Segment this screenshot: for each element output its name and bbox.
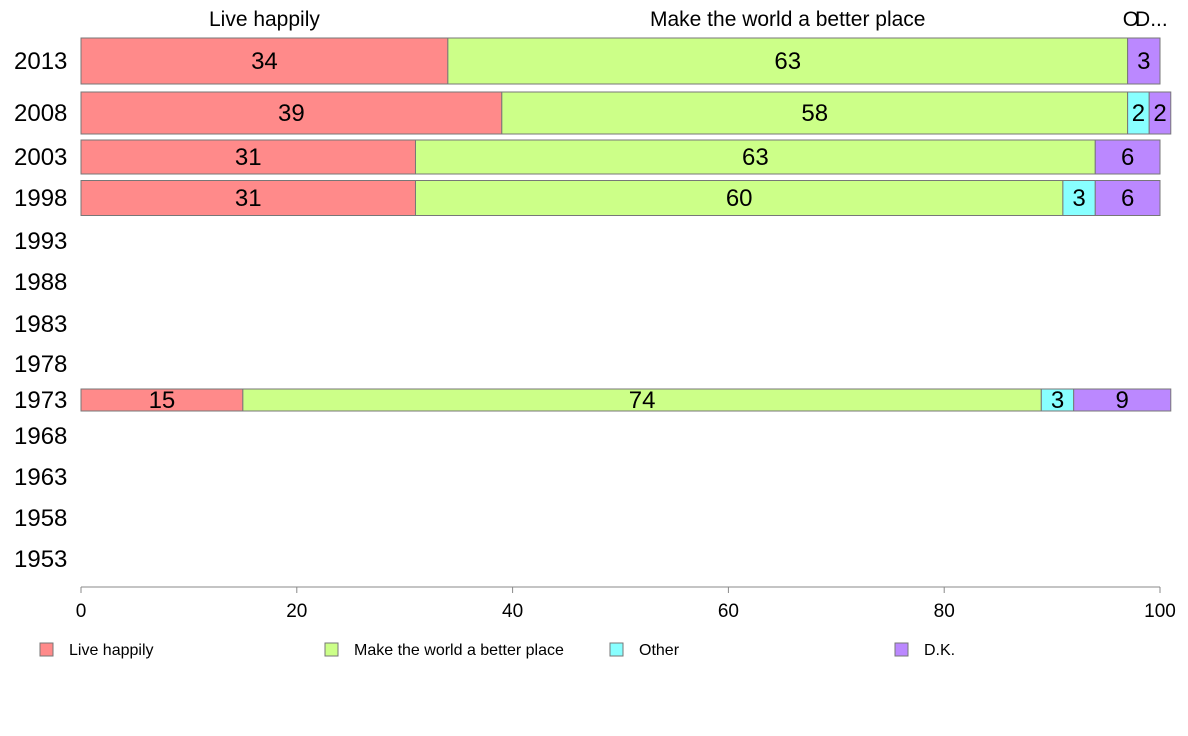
bar-2008-d-k- [1148,91,1172,135]
bar-2003-make-the-world-a-better-place [414,139,1096,175]
data-label-2013-make-the-world-a-better-place: 63 [774,48,801,75]
legend-label-other: Other [639,642,680,659]
data-label-2013-live-happily: 34 [251,48,278,75]
year-label-1953: 1953 [14,546,67,573]
legend-swatch-live-happily [39,642,54,657]
bar-1998-d-k- [1094,180,1161,216]
top-label-1: Live happily [209,8,320,31]
bar-2003-d-k- [1094,139,1161,175]
data-label-2013-d-k-: 3 [1137,48,1150,75]
data-label-2008-make-the-world-a-better-place: 58 [801,100,828,127]
year-label-1958: 1958 [14,505,67,532]
x-tick-label-100: 100 [1144,601,1176,622]
x-tick-label-60: 60 [718,601,739,622]
legend-swatch-other [609,642,624,657]
bar-1998-other [1062,180,1096,216]
year-label-1973: 1973 [14,387,67,414]
bar-2008-make-the-world-a-better-place [501,91,1129,135]
bar-2013-d-k- [1127,37,1161,85]
top-category-labels: Live happily Make the world a better plac… [209,8,1168,31]
data-label-1973-d-k-: 9 [1116,387,1129,414]
data-label-1998-live-happily: 31 [235,185,262,212]
top-label-2: Make the world a better place [650,8,925,31]
data-label-1973-other: 3 [1051,387,1064,414]
year-label-2013: 2013 [14,48,67,75]
data-label-2003-live-happily: 31 [235,144,262,171]
data-label-2003-d-k-: 6 [1121,144,1134,171]
data-label-2003-make-the-world-a-better-place: 63 [742,144,769,171]
top-label-4: D... [1135,8,1168,31]
legend-swatch-d-k- [894,642,909,657]
data-label-2008-other: 2 [1132,100,1145,127]
x-axis: 0 20 40 60 80 100 [76,586,1176,622]
legend-swatch-make-the-world-a-better-place [324,642,339,657]
data-label-2008-live-happily: 39 [278,100,305,127]
data-label-1973-make-the-world-a-better-place: 74 [629,387,656,414]
bar-2003-live-happily [80,139,416,175]
year-label-1963: 1963 [14,464,67,491]
bar-1973-d-k- [1073,388,1172,412]
legend: Live happily Make the world a better plac… [39,642,955,659]
data-label-2008-d-k-: 2 [1153,100,1166,127]
year-labels: 2013 2008 2003 1998 1993 1988 1983 1978 1973 1968… [14,48,67,573]
x-tick-label-20: 20 [286,601,307,622]
legend-label-make-the-world-a-better-place: Make the world a better place [354,642,564,659]
legend-label-live-happily: Live happily [69,642,154,659]
x-tick-label-80: 80 [934,601,955,622]
bar-2013-make-the-world-a-better-place [447,37,1129,85]
year-label-2003: 2003 [14,144,67,171]
x-tick-label-40: 40 [502,601,523,622]
bars: 34 63 339 58 2 231 63 631 60 3 615 74 3 9 [80,37,1172,414]
data-label-1973-live-happily: 15 [149,387,176,414]
legend-label-d-k-: D.K. [924,642,955,659]
data-label-1998-d-k-: 6 [1121,185,1134,212]
data-label-1998-other: 3 [1072,185,1085,212]
year-label-1968: 1968 [14,423,67,450]
top-label-3: O [1123,8,1139,31]
year-label-1978: 1978 [14,351,67,378]
year-label-1988: 1988 [14,269,67,296]
data-label-1998-make-the-world-a-better-place: 60 [726,185,753,212]
year-label-1983: 1983 [14,311,67,338]
year-label-2008: 2008 [14,100,67,127]
x-tick-label-0: 0 [76,601,87,622]
year-label-1993: 1993 [14,228,67,255]
bar-1998-make-the-world-a-better-place [414,180,1064,216]
year-label-1998: 1998 [14,185,67,212]
